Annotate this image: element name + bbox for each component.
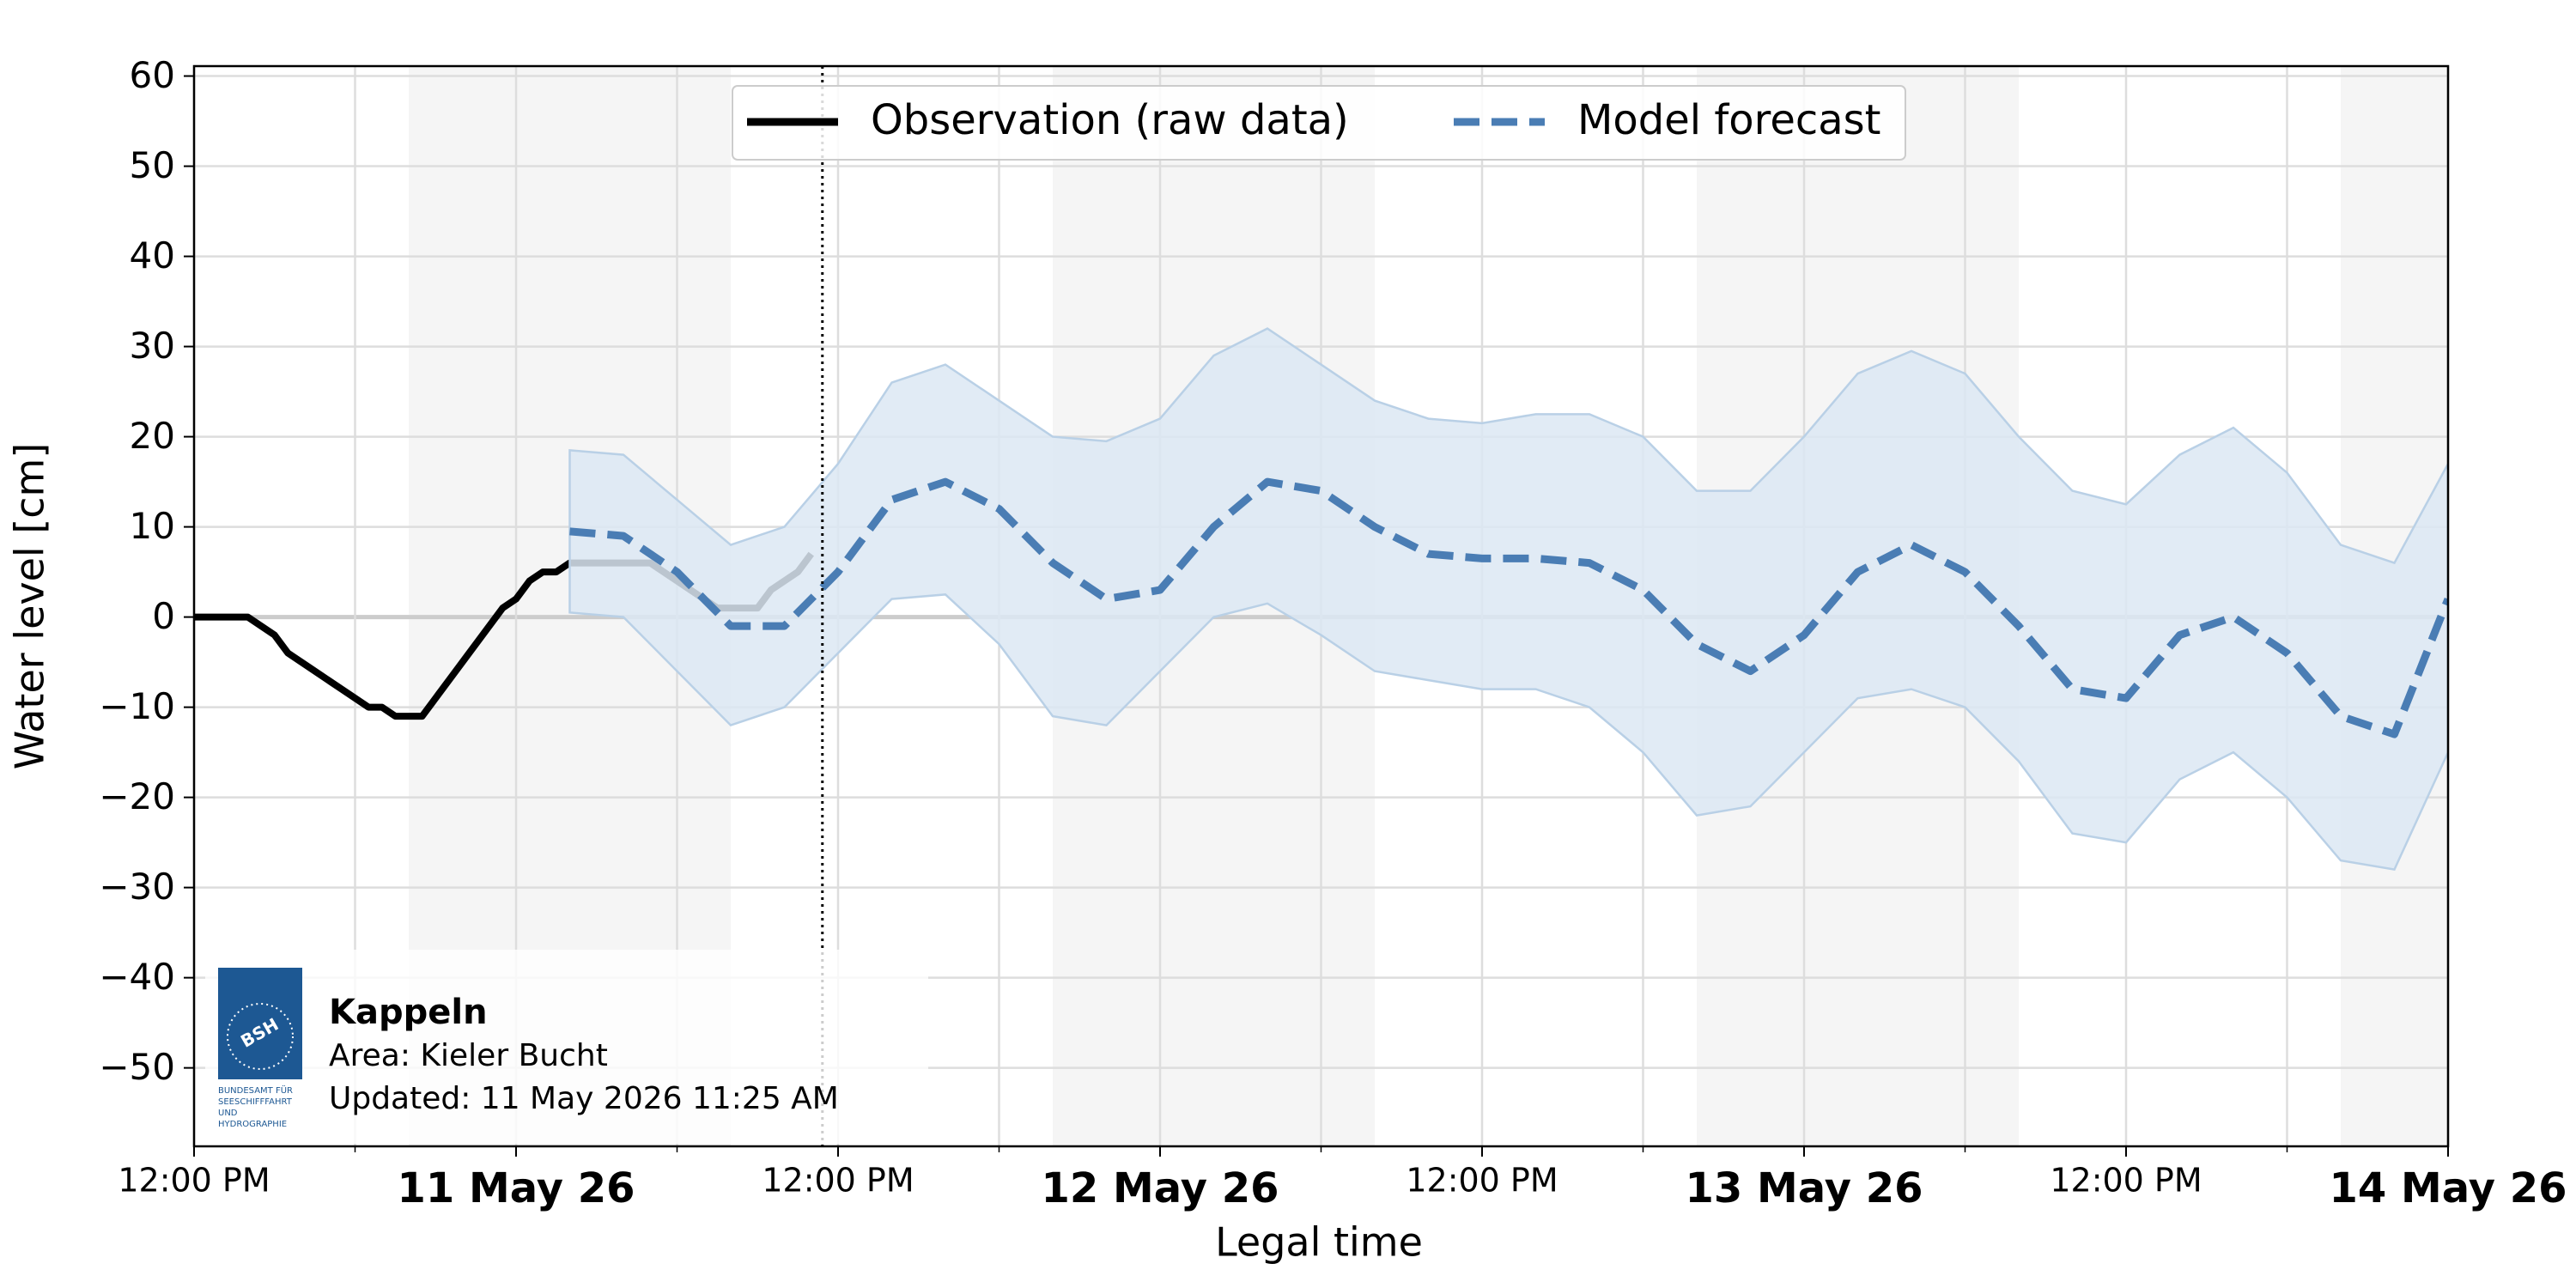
series-line bbox=[569, 477, 2448, 738]
x-tick-label: 14 May 26 bbox=[2330, 1164, 2567, 1212]
y-tick-label: 30 bbox=[130, 325, 175, 367]
y-tick-label: 10 bbox=[130, 505, 175, 547]
station-name: Kappeln bbox=[329, 993, 488, 1032]
area: Area: Kieler Bucht bbox=[329, 1038, 608, 1073]
x-tick-label: 12 May 26 bbox=[1042, 1164, 1279, 1212]
x-tick-label: 12:00 PM bbox=[2050, 1162, 2202, 1200]
logo-ring bbox=[227, 1003, 294, 1070]
x-axis-label: Legal time bbox=[1215, 1219, 1423, 1266]
updated: Updated: 11 May 2026 11:25 AM bbox=[329, 1081, 839, 1116]
y-tick-label: 60 bbox=[130, 54, 175, 96]
x-tick-label: 12:00 PM bbox=[118, 1162, 270, 1200]
plot-frame bbox=[192, 64, 2450, 1148]
y-tick-label: 40 bbox=[130, 234, 175, 276]
plot-marks bbox=[194, 66, 2448, 1146]
x-tick-label: 12:00 PM bbox=[762, 1162, 914, 1200]
y-tick-label: −50 bbox=[99, 1046, 175, 1088]
x-tick-label: 13 May 26 bbox=[1686, 1164, 1923, 1212]
y-tick-label: −40 bbox=[99, 956, 175, 998]
y-tick-label: 50 bbox=[130, 144, 175, 186]
y-tick-label: 20 bbox=[130, 415, 175, 457]
logo-caption: UND bbox=[218, 1109, 238, 1118]
logo-caption: SEESCHIFFFAHRT bbox=[218, 1097, 293, 1107]
forecast-band bbox=[568, 327, 2448, 872]
legend-label: Model forecast bbox=[1577, 96, 1880, 144]
logo bbox=[218, 968, 302, 1079]
info-box: BSH BUNDESAMT FÜR SEESCHIFFFAHRT UND HYD… bbox=[205, 950, 928, 1144]
y-tick-label: 0 bbox=[152, 595, 175, 637]
info-background bbox=[205, 950, 928, 1144]
logo-caption: HYDROGRAPHIE bbox=[218, 1120, 287, 1129]
x-tick-label: 11 May 26 bbox=[398, 1164, 635, 1212]
y-tick-label: −30 bbox=[99, 866, 175, 908]
y-tick-label: −10 bbox=[99, 685, 175, 727]
axes: −50 −40 −30 −20 −10 0 10 20 30 40 50 60 12:00 PM 11 M… bbox=[99, 54, 2567, 1212]
legend-label: Observation (raw data) bbox=[871, 96, 1349, 144]
x-tick-label: 12:00 PM bbox=[1406, 1162, 1558, 1200]
legend: Observation (raw data) Model forecast bbox=[732, 85, 1906, 161]
y-axis-label: Water level [cm] bbox=[7, 443, 53, 770]
logo-caption: BUNDESAMT FÜR bbox=[218, 1084, 293, 1096]
y-tick-label: −20 bbox=[99, 775, 175, 817]
legend-box bbox=[732, 85, 1906, 161]
